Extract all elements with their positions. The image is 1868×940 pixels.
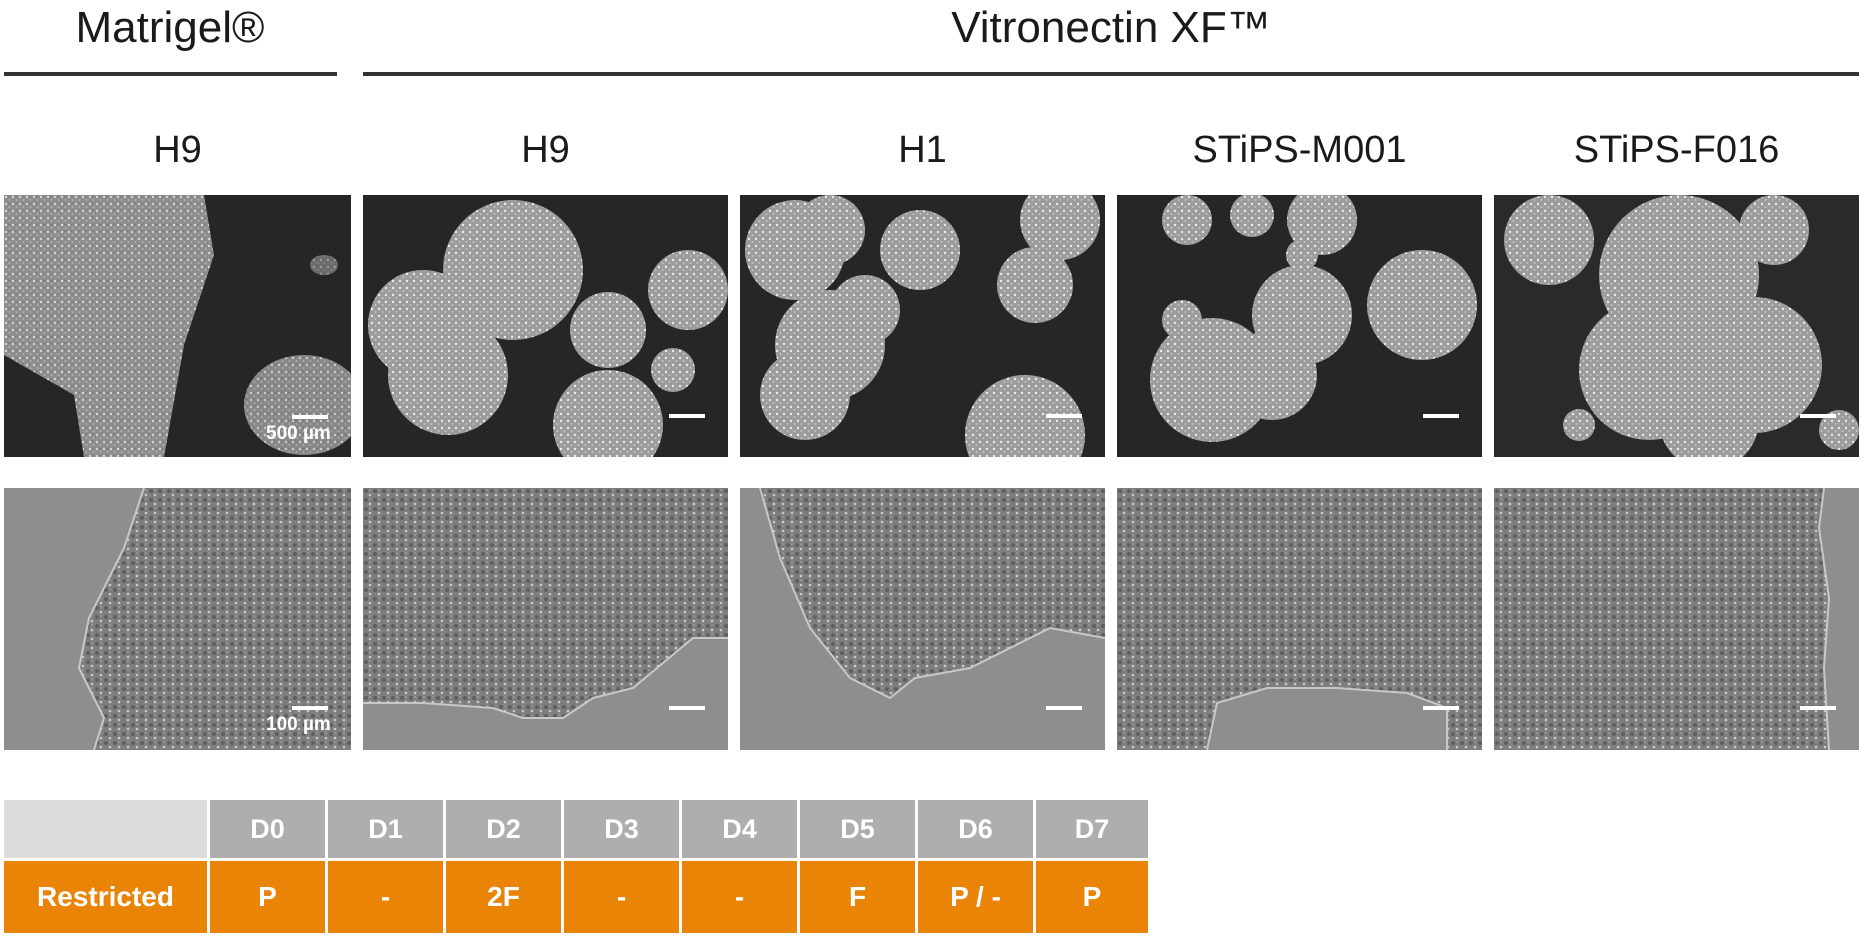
micrograph-lowmag-vitronectin-h9 bbox=[363, 195, 728, 457]
row-label-restricted: Restricted bbox=[4, 861, 207, 933]
group-title-matrigel: Matrigel® bbox=[75, 3, 265, 52]
group-rule-vitronectin bbox=[363, 72, 1859, 76]
micrograph-highmag-matrigel-h9: 100 µm bbox=[4, 488, 351, 750]
scale-bar bbox=[1046, 414, 1082, 418]
column-label: STiPS-F016 bbox=[1573, 129, 1780, 171]
schedule-value: P / - bbox=[918, 861, 1033, 933]
day-header: D5 bbox=[800, 800, 915, 858]
scale-bar bbox=[669, 414, 705, 418]
column-label: STiPS-M001 bbox=[1192, 129, 1407, 171]
micrograph-highmag-vitronectin-stips-m001 bbox=[1117, 488, 1482, 750]
day-header: D3 bbox=[564, 800, 679, 858]
micrograph-highmag-vitronectin-stips-f016 bbox=[1494, 488, 1859, 750]
schedule-value: 2F bbox=[446, 861, 561, 933]
day-header: D4 bbox=[682, 800, 797, 858]
scale-bar bbox=[292, 415, 328, 419]
scale-bar bbox=[292, 706, 328, 710]
scale-bar bbox=[1800, 414, 1836, 418]
day-header: D0 bbox=[210, 800, 325, 858]
column-label: H1 bbox=[898, 129, 947, 171]
schedule-value: - bbox=[564, 861, 679, 933]
column-label: H9 bbox=[521, 129, 570, 171]
micrograph-highmag-vitronectin-h9 bbox=[363, 488, 728, 750]
group-title-vitronectin: Vitronectin XF™ bbox=[951, 3, 1271, 52]
day-header: D1 bbox=[328, 800, 443, 858]
micrograph-lowmag-matrigel-h9: 500 µm bbox=[4, 195, 351, 457]
schedule-value: P bbox=[1036, 861, 1148, 933]
schedule-value: - bbox=[328, 861, 443, 933]
micrograph-highmag-vitronectin-h1 bbox=[740, 488, 1105, 750]
schedule-value: F bbox=[800, 861, 915, 933]
day-header: D7 bbox=[1036, 800, 1148, 858]
scale-bar bbox=[1800, 706, 1836, 710]
scale-bar bbox=[1423, 414, 1459, 418]
day-header: D6 bbox=[918, 800, 1033, 858]
day-header: D2 bbox=[446, 800, 561, 858]
scale-bar-label: 500 µm bbox=[266, 423, 331, 444]
micrograph-lowmag-vitronectin-h1 bbox=[740, 195, 1105, 457]
scale-bar bbox=[669, 706, 705, 710]
table-corner-cell bbox=[4, 800, 207, 858]
column-label: H9 bbox=[153, 129, 202, 171]
schedule-value: P bbox=[210, 861, 325, 933]
scale-bar-label: 100 µm bbox=[266, 714, 331, 735]
schedule-value: - bbox=[682, 861, 797, 933]
group-rule-matrigel bbox=[4, 72, 337, 76]
micrograph-lowmag-vitronectin-stips-f016 bbox=[1494, 195, 1859, 457]
micrograph-lowmag-vitronectin-stips-m001 bbox=[1117, 195, 1482, 457]
scale-bar bbox=[1046, 706, 1082, 710]
scale-bar bbox=[1423, 706, 1459, 710]
